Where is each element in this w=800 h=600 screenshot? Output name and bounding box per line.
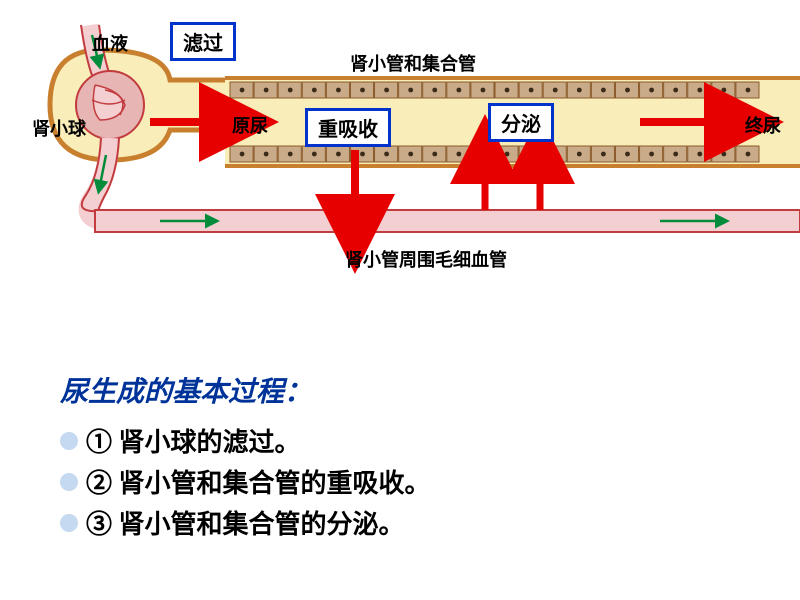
label-glomerulus: 肾小球 <box>32 115 86 141</box>
label-blood: 血液 <box>92 30 128 56</box>
bullet-line: ① 肾小球的滤过。 <box>60 422 431 459</box>
bullet-line: ③ 肾小管和集合管的分泌。 <box>60 504 431 541</box>
label-tubule-title: 肾小管和集合管 <box>350 50 476 76</box>
bullet-dot-icon <box>60 514 78 532</box>
label-filtrate: 原尿 <box>232 112 268 138</box>
bullet-text: ① 肾小球的滤过。 <box>86 422 301 459</box>
text-section: 尿生成的基本过程： ① 肾小球的滤过。 ② 肾小管和集合管的重吸收。 ③ 肾小管和集… <box>60 370 431 545</box>
bullet-text: ② 肾小管和集合管的重吸收。 <box>86 463 431 500</box>
label-final-urine: 终尿 <box>745 112 781 138</box>
process-title: 尿生成的基本过程： <box>60 370 431 410</box>
bullet-dot-icon <box>60 473 78 491</box>
label-capillary-title: 肾小管周围毛细血管 <box>345 246 507 272</box>
label-filtration: 滤过 <box>170 22 236 61</box>
label-reabsorption: 重吸收 <box>305 108 391 147</box>
bullet-text: ③ 肾小管和集合管的分泌。 <box>86 504 405 541</box>
label-secretion: 分泌 <box>488 103 554 142</box>
bullet-line: ② 肾小管和集合管的重吸收。 <box>60 463 431 500</box>
bullet-dot-icon <box>60 432 78 450</box>
